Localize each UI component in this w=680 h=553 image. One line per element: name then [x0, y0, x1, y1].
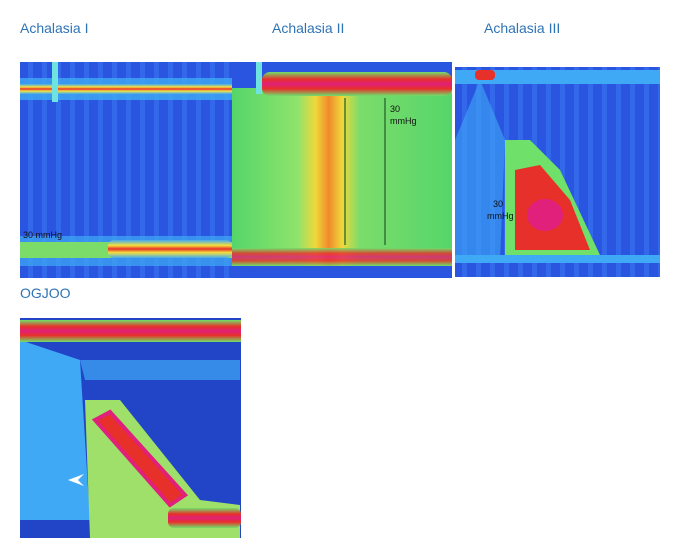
- panel-achalasia-3: Achalasia III 30 mmHg: [455, 20, 660, 277]
- bolus-region: [20, 340, 90, 520]
- bolus-region: [455, 80, 505, 260]
- panel-title: Achalasia III: [484, 20, 560, 36]
- transition-zone: [80, 360, 240, 380]
- upper-sphincter-band: [20, 84, 232, 94]
- isobar-label: mmHg: [487, 211, 514, 221]
- lower-sphincter-band: [455, 255, 660, 263]
- upper-sphincter-halo: [455, 70, 660, 84]
- peak-pressure: [527, 199, 563, 231]
- panel-achalasia-1: Achalasia I 30 mmHg: [20, 20, 232, 278]
- upper-sphincter-band: [475, 70, 495, 80]
- lower-sphincter-band: [168, 508, 241, 528]
- panel-ogjoo: OGJOO: [20, 285, 241, 538]
- isobar-label: mmHg: [390, 116, 417, 126]
- upper-sphincter-band: [20, 320, 241, 342]
- upper-sphincter-band: [262, 72, 452, 96]
- lower-sphincter-band: [232, 248, 452, 266]
- contraction-band: [91, 409, 189, 508]
- swallow-marker: [256, 62, 262, 94]
- lower-sphincter-band: [108, 240, 232, 258]
- isobar-label: 30: [493, 199, 503, 209]
- arrowhead: [68, 474, 84, 486]
- swallow-marker: [52, 62, 58, 102]
- isobar-label: 30: [390, 104, 400, 114]
- pressurization-area: [232, 88, 452, 266]
- panel-title: OGJOO: [20, 285, 71, 301]
- panel-achalasia-2: Achalasia II 30 mmHg: [232, 20, 452, 278]
- isobar-label: 30 mmHg: [23, 230, 62, 240]
- panel-title: Achalasia I: [20, 20, 88, 36]
- panel-title: Achalasia II: [272, 20, 344, 36]
